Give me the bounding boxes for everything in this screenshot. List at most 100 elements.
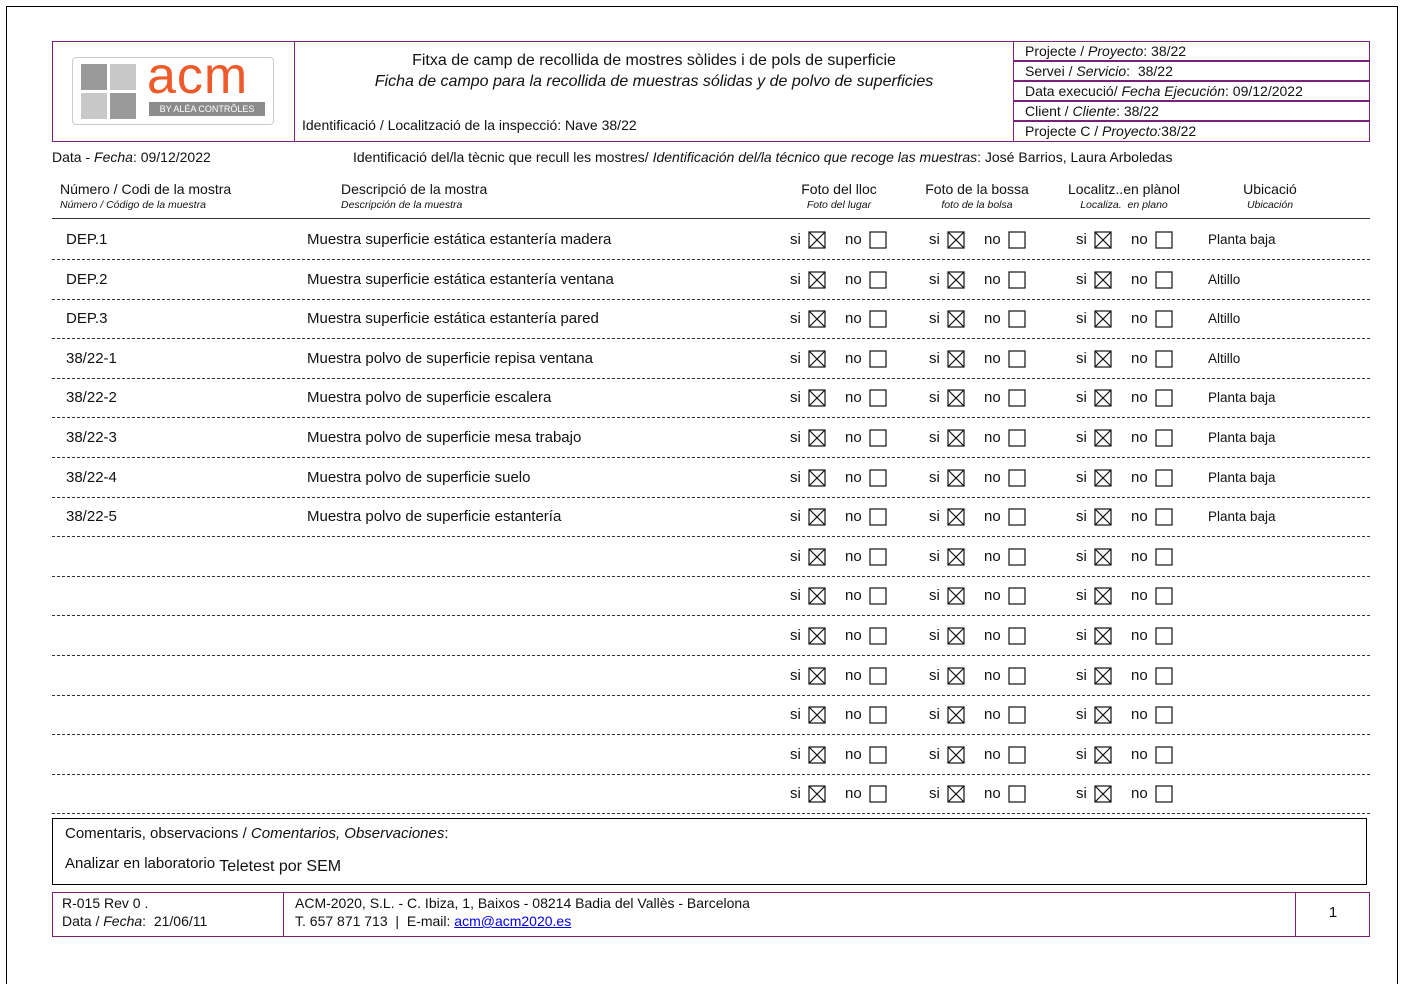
- check-label: si: [929, 468, 940, 486]
- checkbox-no: [1008, 785, 1026, 803]
- check-label: no: [984, 627, 1001, 644]
- checkbox-yes: [947, 746, 965, 764]
- checkbox-no: [869, 706, 887, 724]
- check-label: si: [1076, 627, 1087, 644]
- check-label: no: [1131, 429, 1148, 446]
- check-label: si: [790, 745, 801, 763]
- checkbox-no: [1155, 270, 1173, 289]
- check-label: si: [1076, 587, 1087, 605]
- check-label: si: [1076, 389, 1087, 407]
- sample-description: Muestra polvo de superficie suelo: [307, 468, 531, 486]
- text: : 38/22: [1126, 63, 1173, 79]
- row-rule: [52, 496, 1370, 498]
- checkbox-no: [1008, 706, 1026, 724]
- identification: Identificació / Localització de la inspe…: [302, 117, 637, 133]
- check-label: no: [1131, 508, 1148, 526]
- check-label: si: [929, 587, 940, 605]
- footer-ref: R-015 Rev 0 .: [62, 895, 149, 911]
- row-rule: [52, 338, 1370, 340]
- check-label: si: [790, 468, 801, 486]
- checkbox-yes: [1094, 508, 1112, 526]
- column-subheader: Número / Código de la muestra: [60, 199, 206, 211]
- check-label: no: [984, 468, 1001, 486]
- checkbox-yes: [947, 587, 965, 605]
- checkbox-no: [869, 548, 887, 566]
- sample-code: DEP.2: [66, 270, 108, 288]
- column-header: Foto del lloc: [801, 181, 877, 197]
- text: Data /: [62, 913, 104, 929]
- sample-description: Muestra superficie estática estantería p…: [307, 310, 599, 328]
- info-cell: [1013, 41, 1370, 61]
- text: T. 657 871 713 | E-mail:: [295, 913, 455, 929]
- logo-tagline: BY ALÉA CONTRÔLES: [149, 102, 265, 116]
- footer-box: [52, 892, 1370, 937]
- checkbox-no: [1008, 310, 1026, 328]
- check-label: si: [1076, 349, 1087, 367]
- check-label: si: [929, 547, 940, 565]
- checkbox-yes: [1094, 627, 1112, 645]
- checkbox-no: [1008, 429, 1026, 447]
- checkbox-yes: [947, 785, 965, 803]
- checkbox-no: [869, 231, 887, 249]
- checkbox-yes: [947, 468, 965, 487]
- checkbox-no: [1155, 706, 1173, 724]
- logo-name: acm: [147, 47, 249, 105]
- row-rule: [52, 417, 1370, 419]
- sample-location: Altillo: [1208, 271, 1241, 287]
- checkbox-no: [1008, 587, 1026, 605]
- date-line: Data - Fecha: 09/12/2022: [52, 149, 211, 165]
- check-label: no: [1131, 270, 1148, 288]
- footer-date: Data / Fecha: 21/06/11: [62, 913, 207, 929]
- check-label: no: [1131, 310, 1148, 328]
- sample-description: Muestra superficie estática estantería v…: [307, 270, 614, 288]
- text: Servicio: [1076, 63, 1127, 79]
- checkbox-no: [869, 310, 887, 328]
- check-label: no: [1131, 706, 1148, 724]
- checkbox-no: [1008, 389, 1026, 407]
- check-label: no: [845, 547, 862, 565]
- check-label: no: [984, 349, 1001, 367]
- text: : 38/22: [1116, 103, 1159, 119]
- checkbox-no: [1155, 350, 1173, 368]
- checkbox-no: [1008, 231, 1026, 249]
- check-label: no: [845, 468, 862, 486]
- checkbox-no: [1155, 231, 1173, 249]
- text: Servei /: [1025, 63, 1077, 79]
- checkbox-no: [869, 350, 887, 368]
- column-subheader: foto de la bolsa: [941, 199, 1013, 211]
- email-link[interactable]: acm@acm2020.es: [454, 913, 572, 929]
- column-header: Localitz..en plànol: [1067, 181, 1181, 197]
- checkbox-no: [1155, 785, 1173, 803]
- page-border: [6, 6, 1398, 984]
- checkbox-no: [1008, 270, 1026, 289]
- checkbox-no: [869, 270, 887, 289]
- checkbox-no: [1155, 508, 1173, 526]
- checkbox-yes: [947, 627, 965, 645]
- text: Proyecto: [1088, 43, 1144, 59]
- checkbox-no: [1155, 627, 1173, 645]
- checkbox-no: [869, 746, 887, 764]
- text: Client /: [1025, 103, 1073, 119]
- check-label: no: [984, 666, 1001, 684]
- sample-location: Planta baja: [1208, 232, 1276, 247]
- info-line: Client / Cliente: 38/22: [1025, 103, 1159, 119]
- page-number: 1: [1328, 904, 1338, 921]
- checkbox-yes: [1094, 746, 1112, 764]
- check-label: si: [929, 389, 940, 407]
- check-label: si: [790, 429, 801, 446]
- check-label: si: [929, 270, 940, 288]
- technician-line: Identificació del/la tècnic que recull l…: [353, 149, 1172, 165]
- sample-description: Muestra superficie estática estantería m…: [307, 231, 612, 248]
- checkbox-no: [1008, 746, 1026, 764]
- check-label: no: [845, 785, 862, 803]
- checkbox-yes: [947, 508, 965, 526]
- text: : 09/12/2022: [132, 149, 211, 165]
- checkbox-no: [1155, 389, 1173, 407]
- checkbox-yes: [947, 706, 965, 724]
- text: Teletest por SEM: [219, 858, 342, 875]
- text: Analizar en laboratorio: [65, 855, 216, 872]
- info-line: Data execució/ Fecha Ejecución: 09/12/20…: [1025, 83, 1303, 99]
- check-label: no: [1131, 547, 1148, 565]
- check-label: no: [845, 389, 862, 407]
- check-label: no: [845, 231, 862, 248]
